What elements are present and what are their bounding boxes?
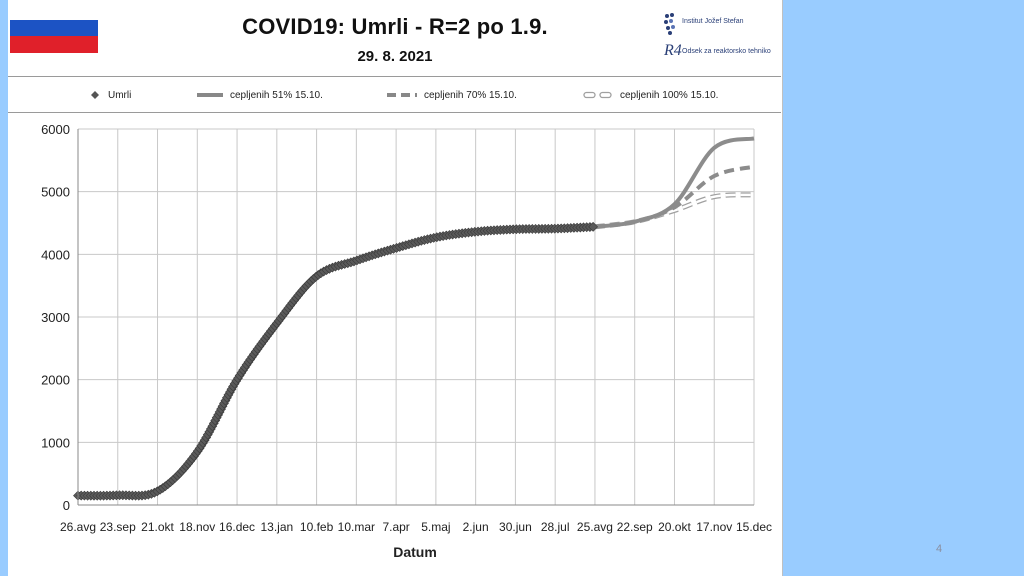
legend-item-umrli: Umrli (88, 87, 131, 103)
slide-side-panel (782, 0, 1024, 576)
series-line-70 (594, 164, 755, 229)
chart-grid (77, 128, 755, 506)
slovenia-flag-icon (10, 3, 98, 53)
chart-legend: Umrli cepljenih 51% 15.10. cepljenih 70%… (8, 77, 781, 112)
chart-date: 29. 8. 2021 (357, 48, 433, 65)
x-tick-label: 7.apr (382, 520, 409, 534)
legend-label: cepljenih 100% 15.10. (620, 89, 719, 101)
y-tick-label: 6000 (41, 122, 70, 137)
x-tick-label: 5.maj (421, 520, 450, 534)
slide-left-strip (0, 0, 8, 576)
r4-logo-text: Odsek za reaktorsko tehniko (682, 48, 771, 55)
y-tick-label: 1000 (41, 435, 70, 450)
x-tick-label: 17.nov (696, 520, 732, 534)
x-tick-label: 28.jul (541, 520, 570, 534)
x-tick-label: 26.avg (60, 520, 96, 534)
x-axis-label: Datum (393, 544, 437, 560)
chart-markers (73, 221, 599, 501)
y-tick-label: 2000 (41, 373, 70, 388)
x-tick-label: 16.dec (219, 520, 255, 534)
page-number: 4 (936, 543, 943, 555)
legend-label: cepljenih 51% 15.10. (230, 89, 323, 101)
ijs-logo-icon (664, 13, 675, 35)
legend-diamond-icon (91, 91, 99, 99)
ijs-logo-text: Institut Jožef Stefan (682, 18, 744, 25)
x-tick-label: 25.avg (577, 520, 613, 534)
legend-item-100: cepljenih 100% 15.10. (582, 87, 718, 103)
y-tick-label: 0 (63, 498, 70, 513)
series-line-51 (594, 136, 755, 229)
legend-label: Umrli (108, 89, 132, 101)
x-tick-label: 15.dec (736, 520, 772, 534)
legend-hollow-dash-icon (583, 91, 612, 99)
y-tick-label: 4000 (41, 247, 70, 262)
x-tick-label: 2.jun (463, 520, 489, 534)
x-tick-label: 10.mar (338, 520, 375, 534)
y-tick-label: 5000 (41, 185, 70, 200)
chart-axes: 0 1000 2000 3000 4000 5000 6000 26.avg 23.sep 21.… (41, 122, 772, 534)
x-tick-label: 22.sep (617, 520, 653, 534)
x-tick-label: 13.jan (260, 520, 293, 534)
legend-solid-line-icon (197, 93, 223, 97)
legend-dashed-line-icon (387, 93, 417, 97)
legend-item-70: cepljenih 70% 15.10. (386, 87, 517, 103)
x-tick-label: 21.okt (141, 520, 174, 534)
chart-title: COVID19: Umrli - R=2 po 1.9. (242, 14, 548, 39)
series-line-100-inner (594, 193, 755, 229)
x-tick-label: 23.sep (100, 520, 136, 534)
x-tick-label: 20.okt (658, 520, 691, 534)
flag-band-red (10, 36, 98, 53)
legend-item-51: cepljenih 51% 15.10. (196, 87, 323, 103)
x-tick-label: 10.feb (300, 520, 334, 534)
x-tick-label: 18.nov (179, 520, 215, 534)
institute-logos: Institut Jožef Stefan R4 Odsek za reakto… (660, 10, 778, 70)
legend-label: cepljenih 70% 15.10. (424, 89, 517, 101)
umrli-marker (588, 221, 599, 232)
header-divider (8, 76, 781, 77)
flag-band-blue (10, 19, 98, 37)
r4-logo-icon: R4 (664, 42, 682, 59)
y-tick-label: 3000 (41, 310, 70, 325)
legend-divider (8, 112, 781, 113)
flag-band-white (10, 3, 98, 20)
x-tick-label: 30.jun (499, 520, 532, 534)
